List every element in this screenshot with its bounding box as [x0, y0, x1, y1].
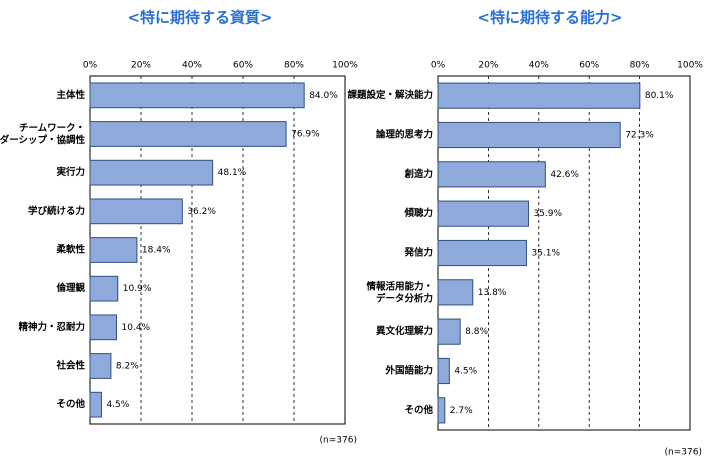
- bar: [437, 318, 461, 345]
- value-label: 80.1%: [645, 91, 674, 101]
- value-label: 18.4%: [142, 246, 171, 256]
- bar: [89, 353, 112, 379]
- category-line: 情報活用能力・: [365, 280, 433, 292]
- category-label: 創造力: [403, 168, 433, 180]
- category-label: 精神力・忍耐力: [18, 321, 85, 333]
- bar: [89, 391, 102, 418]
- x-tick-label: 40%: [529, 61, 549, 71]
- value-label: 10.4%: [122, 323, 151, 333]
- bar: [89, 275, 119, 302]
- x-tick-label: 80%: [630, 61, 650, 71]
- category-line: リーダーシップ・協調性: [0, 134, 85, 146]
- value-label: 4.5%: [454, 367, 477, 377]
- x-tick-label: 20%: [478, 61, 498, 71]
- bar: [89, 159, 214, 186]
- bar: [89, 198, 183, 225]
- x-tick-label: 0%: [83, 61, 98, 71]
- value-label: 13.8%: [478, 288, 507, 298]
- value-label: 48.1%: [218, 168, 247, 178]
- value-label: 42.6%: [550, 170, 579, 180]
- category-label: 実行力: [56, 166, 85, 178]
- bar: [437, 200, 529, 227]
- sample-note: (n=376): [320, 436, 357, 446]
- bar: [89, 237, 138, 263]
- bar: [437, 82, 641, 109]
- value-label: 84.0%: [309, 91, 338, 101]
- category-label: 社会性: [55, 360, 85, 372]
- category-label: 論理的思考力: [376, 129, 433, 141]
- bar: [89, 314, 118, 341]
- value-label: 76.9%: [291, 130, 320, 140]
- bar: [437, 357, 450, 385]
- category-label: 柔軟性: [55, 244, 85, 256]
- sample-note: (n=376): [665, 448, 702, 458]
- value-label: 35.9%: [533, 209, 562, 219]
- value-label: 72.3%: [625, 131, 654, 141]
- x-tick-label: 100%: [677, 61, 703, 71]
- bar: [437, 397, 446, 424]
- category-label: 情報活用能力・データ分析力: [365, 280, 433, 304]
- category-label: 倫理観: [56, 282, 85, 294]
- x-tick-label: 0%: [431, 61, 446, 71]
- value-label: 8.8%: [465, 327, 488, 337]
- chart-title: <特に期待する能力>: [477, 9, 622, 27]
- category-label: 外国語能力: [384, 365, 433, 377]
- value-label: 36.2%: [187, 207, 216, 217]
- value-label: 35.1%: [531, 249, 560, 259]
- x-tick-label: 100%: [332, 61, 358, 71]
- bar: [437, 121, 621, 149]
- bar: [89, 121, 287, 147]
- bar: [437, 161, 546, 188]
- x-tick-label: 20%: [131, 61, 151, 71]
- category-label: 異文化理解力: [376, 325, 433, 337]
- x-tick-label: 40%: [182, 61, 202, 71]
- category-label: 学び続ける力: [28, 205, 85, 217]
- category-label: 主体性: [56, 89, 85, 101]
- x-tick-label: 60%: [233, 61, 253, 71]
- category-label: 課題設定・解決能力: [347, 89, 433, 101]
- value-label: 2.7%: [450, 406, 473, 416]
- bar: [89, 82, 305, 109]
- value-label: 10.9%: [123, 284, 152, 294]
- chart-title: <特に期待する資質>: [127, 9, 272, 27]
- bar: [437, 279, 474, 306]
- x-tick-label: 80%: [284, 61, 304, 71]
- category-label: 発信力: [403, 247, 433, 259]
- value-label: 8.2%: [116, 362, 139, 372]
- category-label: 傾聴力: [403, 207, 433, 219]
- category-label: その他: [56, 398, 85, 410]
- category-line: チームワーク・: [19, 123, 85, 134]
- value-label: 4.5%: [106, 400, 129, 410]
- category-label: チームワーク・リーダーシップ・協調性: [0, 123, 85, 146]
- category-line: データ分析力: [376, 292, 433, 304]
- bar: [437, 239, 527, 267]
- x-tick-label: 60%: [579, 61, 599, 71]
- category-label: その他: [404, 404, 433, 416]
